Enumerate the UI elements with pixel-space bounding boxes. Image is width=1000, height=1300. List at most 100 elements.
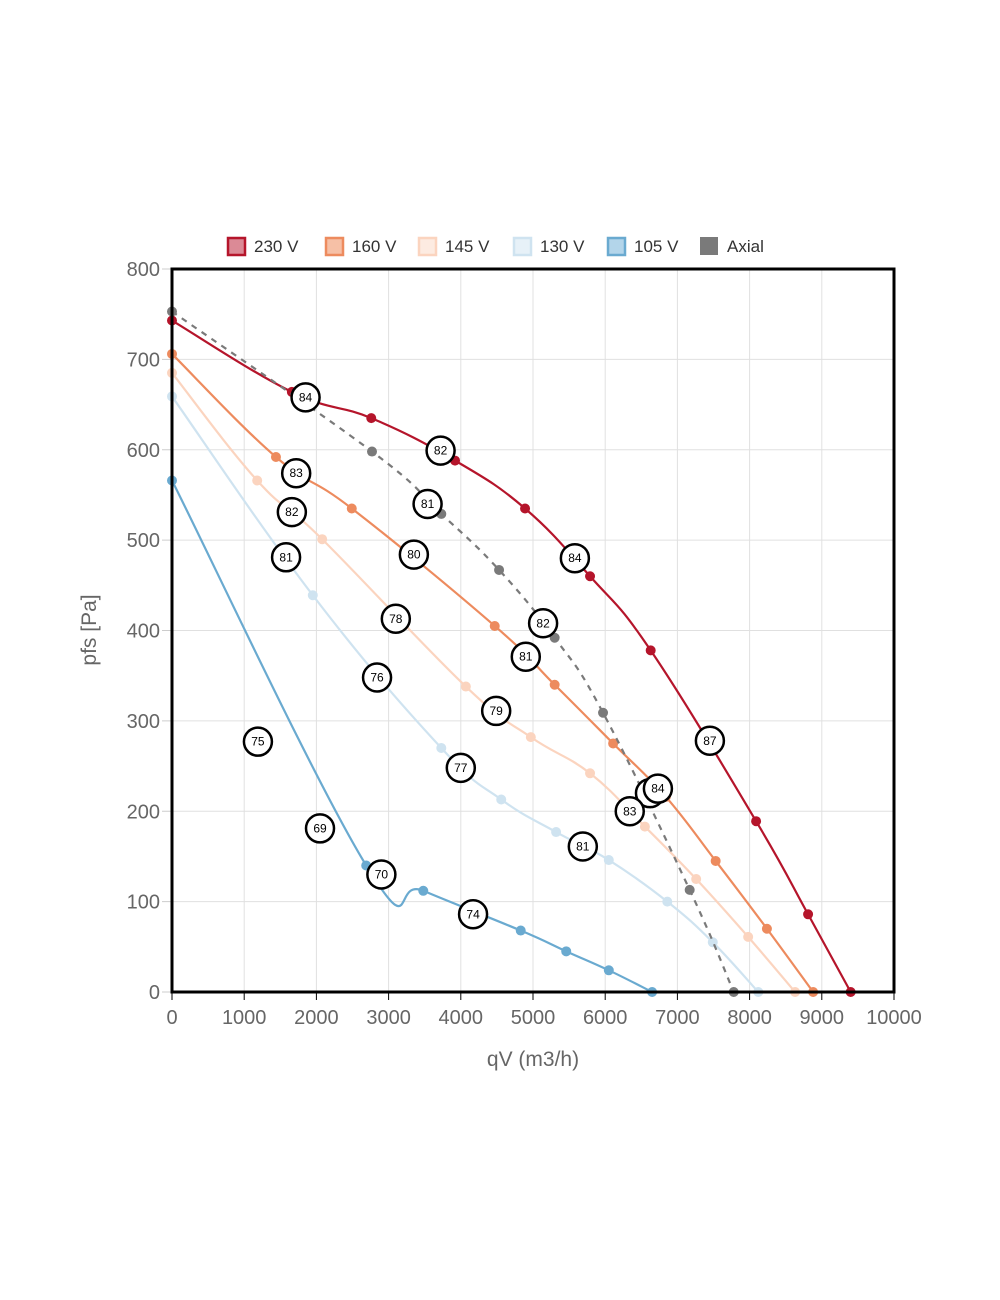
efficiency-bubble: 70 [366, 859, 397, 890]
bubble-circle [290, 382, 321, 413]
data-point-160v [489, 620, 500, 631]
efficiency-bubble: 76 [361, 662, 393, 693]
data-point-230v [751, 816, 762, 827]
bubble-circle [276, 496, 308, 528]
data-point-230v [645, 645, 656, 656]
data-point-145v [317, 534, 328, 545]
y-tick-label: 100 [127, 892, 160, 914]
data-point-230v [520, 503, 531, 514]
efficiency-bubble: 84 [642, 773, 674, 804]
legend-swatch-145v [417, 236, 438, 257]
x-tick-label: 5000 [511, 1007, 556, 1029]
x-tick-label: 10000 [866, 1007, 922, 1029]
x-tick-label: 4000 [439, 1007, 484, 1029]
bubble-circle [280, 457, 312, 489]
y-tick-label: 200 [127, 801, 160, 823]
efficiency-bubble: 79 [480, 695, 512, 727]
y-tick-label: 0 [149, 982, 160, 1004]
legend-item-230v: 230 V [226, 236, 299, 257]
data-point-105v [603, 965, 614, 976]
data-point-105v [515, 925, 526, 936]
bubble-circle [510, 641, 542, 672]
bubble-label: 80 [407, 548, 421, 562]
efficiency-bubble: 81 [412, 488, 443, 520]
efficiency-bubble: 83 [614, 796, 645, 827]
data-point-105v [561, 946, 572, 957]
bubble-label: 82 [536, 616, 550, 630]
y-tick-label: 300 [127, 711, 160, 733]
bubble-label: 76 [370, 670, 384, 684]
series-line-130v [171, 395, 760, 993]
legend-item-130v: 130 V [512, 236, 585, 257]
data-point-105v [418, 885, 429, 896]
bubble-label: 81 [519, 650, 533, 664]
legend-swatch-230v [226, 236, 247, 257]
series-line-145v [171, 372, 796, 993]
bubble-label: 83 [623, 804, 637, 818]
data-point-130v [603, 855, 614, 866]
x-tick-label: 6000 [583, 1007, 628, 1029]
bubble-label: 84 [299, 390, 313, 404]
bubble-circle [412, 488, 443, 520]
efficiency-bubble: 81 [567, 831, 599, 862]
legend-label-105v: 105 V [634, 237, 679, 256]
legend-label-230v: 230 V [254, 237, 299, 256]
y-tick-label: 500 [127, 530, 160, 552]
y-tick-label: 800 [127, 259, 160, 281]
data-point-230v [585, 571, 596, 582]
data-point-160v [608, 738, 619, 749]
bubble-circle [527, 608, 559, 639]
data-point-130v [307, 590, 318, 601]
data-point-160v [549, 679, 560, 690]
bubble-circle [425, 435, 456, 466]
bubble-label: 77 [454, 761, 468, 775]
efficiency-bubble: 81 [270, 542, 302, 573]
efficiency-bubble: 82 [276, 496, 308, 528]
bubble-circle [559, 542, 591, 574]
x-tick-label: 1000 [222, 1007, 267, 1029]
legend-swatch-130v [512, 236, 533, 257]
data-point-145v [252, 475, 263, 486]
bubble-circle [366, 859, 397, 890]
efficiency-bubble: 87 [694, 725, 726, 757]
efficiency-bubble: 78 [380, 603, 412, 635]
legend: 230 V 160 V 145 V 130 V 105 V Axial [226, 236, 764, 257]
series-145v [167, 367, 801, 997]
x-tick-label: 8000 [727, 1007, 772, 1029]
efficiency-bubble: 77 [445, 752, 477, 784]
efficiency-bubble: 83 [280, 457, 312, 489]
legend-swatch-axial [700, 237, 718, 255]
data-point-230v [366, 413, 377, 424]
y-tick-label: 600 [127, 440, 160, 462]
efficiency-bubble: 69 [304, 813, 336, 844]
data-point-145v [525, 732, 536, 743]
legend-label-145v: 145 V [445, 237, 490, 256]
bubble-label: 69 [313, 821, 327, 835]
y-tick-label: 400 [127, 621, 160, 643]
bubble-circle [642, 773, 674, 804]
data-point-145v [585, 768, 596, 779]
data-point-130v [707, 937, 718, 948]
legend-item-145v: 145 V [417, 236, 490, 257]
bubble-circle [398, 539, 430, 570]
plot-frame [170, 267, 896, 994]
data-point-145v [691, 874, 702, 885]
bubble-circle [270, 542, 302, 573]
data-point-160v [346, 503, 357, 514]
x-axis-label: qV (m3/h) [487, 1048, 579, 1071]
legend-item-160v: 160 V [324, 236, 397, 257]
efficiency-bubble: 75 [242, 726, 274, 757]
bubble-label: 84 [568, 551, 582, 565]
bubble-label: 82 [434, 444, 448, 458]
x-tick-label: 0 [166, 1007, 177, 1029]
efficiency-bubble: 80 [398, 539, 430, 570]
efficiency-bubble: 74 [457, 899, 489, 930]
series-130v [167, 391, 764, 997]
data-point-160v [710, 855, 721, 866]
legend-swatch-105v [606, 236, 627, 257]
bubble-label: 81 [576, 839, 590, 853]
bubble-label: 81 [421, 497, 435, 511]
x-tick-label: 2000 [294, 1007, 339, 1029]
x-tick-label: 9000 [800, 1007, 845, 1029]
series-group [167, 306, 856, 997]
